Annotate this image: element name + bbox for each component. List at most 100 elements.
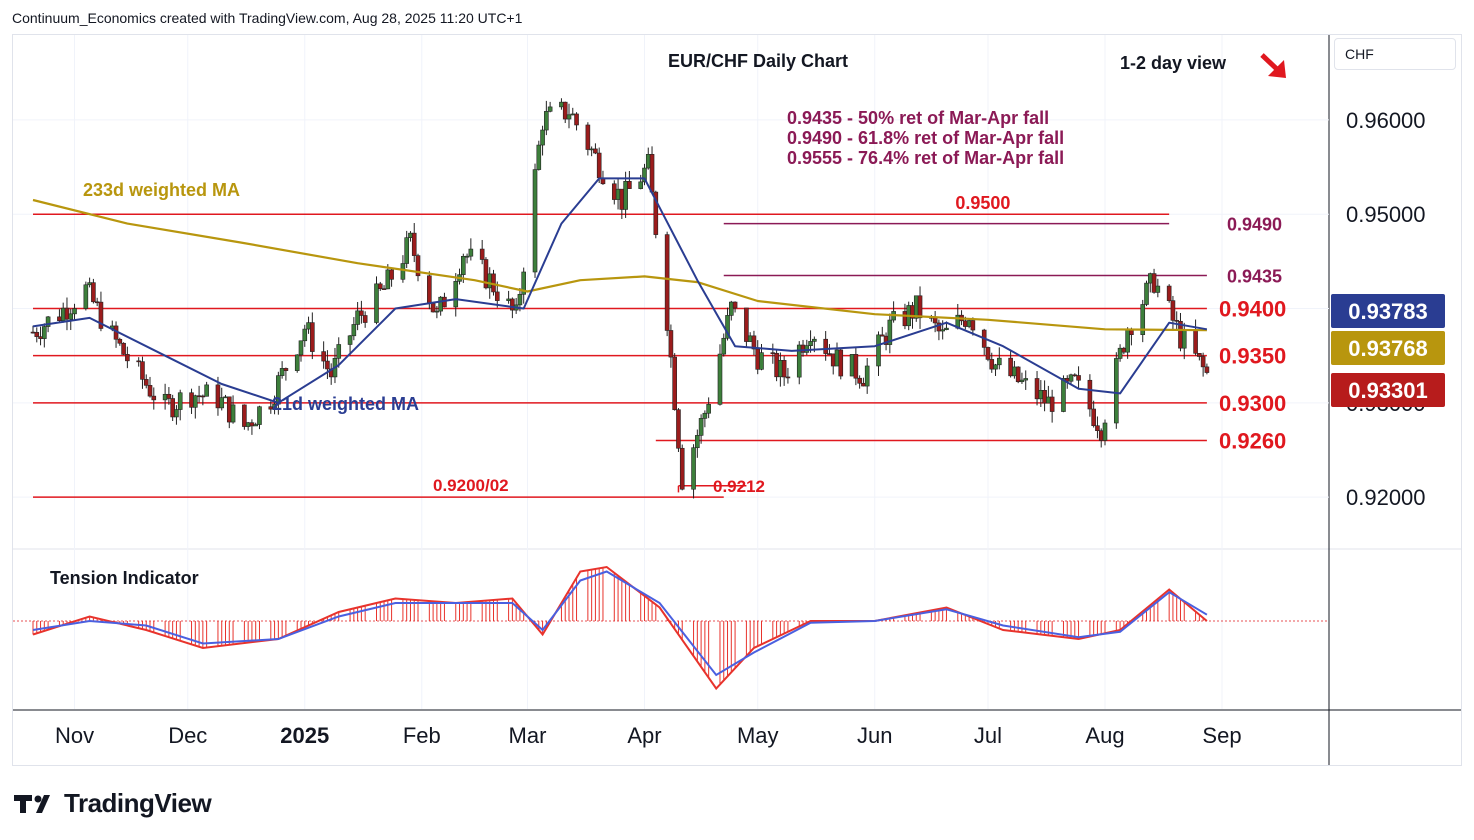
level-label-0.9212: 0.9212 — [713, 477, 765, 496]
candle-down — [936, 319, 942, 341]
candle-up — [521, 267, 526, 304]
candle-body — [627, 181, 632, 189]
tension-layer — [13, 565, 1329, 691]
candle-body — [230, 404, 236, 423]
candle-body — [668, 330, 674, 358]
candle-body — [302, 328, 308, 342]
candle-down — [989, 352, 995, 373]
tension-indicator-label: Tension Indicator — [50, 568, 199, 588]
chart-frame — [12, 34, 1462, 766]
candle-down — [853, 347, 859, 386]
axis-layer: 0.960000.950000.930000.920000.937830.937… — [55, 108, 1445, 748]
tradingview-logo[interactable]: TradingView — [14, 788, 212, 819]
candle-body — [42, 326, 47, 339]
candle-down — [917, 286, 923, 329]
candle-body — [830, 353, 836, 367]
candle-body — [1170, 300, 1176, 321]
candle-body — [166, 393, 172, 399]
candle-body — [1072, 374, 1078, 377]
candle-body — [34, 332, 40, 337]
price-label-ma_233: 0.93768 — [1348, 336, 1428, 361]
candle-down — [838, 347, 844, 380]
candle-body — [257, 406, 262, 425]
candle-up — [42, 323, 47, 348]
candle-up — [566, 103, 572, 129]
candle-body — [691, 447, 696, 490]
candle-body — [838, 349, 844, 377]
ma-layer — [32, 177, 1208, 404]
candle-up — [559, 98, 564, 110]
candle-up — [302, 324, 308, 347]
candle-body — [400, 263, 406, 280]
candle-body — [653, 191, 659, 235]
candle-down — [140, 356, 145, 389]
candle-down — [64, 297, 70, 331]
candle-body — [57, 316, 62, 322]
candle-down — [744, 307, 749, 347]
candle-up — [544, 100, 549, 136]
candle-body — [698, 418, 704, 436]
candle-down — [170, 394, 175, 422]
candle-body — [732, 301, 738, 309]
candle-body — [664, 234, 670, 331]
candle-up — [702, 410, 708, 428]
candle-up — [60, 302, 66, 323]
candle-body — [325, 360, 330, 370]
level-label-0.9350: 0.9350 — [1219, 344, 1286, 369]
candle-body — [487, 273, 493, 289]
candle-down — [125, 346, 130, 369]
candle-body — [729, 301, 734, 316]
candle-body — [196, 395, 202, 398]
candle-body — [434, 310, 440, 313]
candle-up — [698, 414, 704, 444]
candle-up — [834, 342, 840, 367]
candle-up — [1155, 278, 1161, 298]
candle-body — [98, 301, 104, 329]
candle-body — [72, 308, 77, 315]
candle-body — [453, 281, 459, 308]
candle-body — [642, 167, 647, 183]
candle-down — [649, 146, 655, 193]
candle-up — [536, 140, 542, 171]
candle-body — [411, 232, 417, 256]
candle-down — [611, 180, 617, 205]
candle-down — [585, 122, 591, 156]
candle-down — [1151, 268, 1157, 294]
candle-body — [87, 282, 92, 286]
candle-body — [574, 113, 579, 126]
candle-body — [294, 354, 300, 371]
candle-down — [664, 231, 670, 337]
candle-body — [536, 144, 542, 170]
candle-body — [721, 337, 727, 355]
candle-body — [1038, 390, 1044, 400]
candle-body — [1193, 329, 1198, 354]
candle-body — [770, 352, 776, 354]
candle-up — [355, 301, 360, 331]
candle-up — [513, 297, 519, 314]
candle-body — [272, 403, 277, 410]
candle-down — [491, 269, 496, 296]
fib-note-0: 0.9435 - 50% ret of Mar-Apr fall — [787, 108, 1049, 128]
candle-up — [796, 341, 802, 385]
candle-body — [310, 322, 315, 352]
level-label-0.9435: 0.9435 — [1227, 266, 1282, 286]
candle-down — [283, 367, 289, 381]
currency-box[interactable]: CHF — [1334, 38, 1456, 70]
candle-body — [1121, 347, 1127, 353]
candle-up — [245, 421, 251, 431]
candle-down — [755, 340, 761, 375]
candle-body — [215, 384, 221, 409]
price-label-ma_21: 0.93783 — [1348, 299, 1428, 324]
candle-down — [362, 311, 368, 328]
ma-233-label: 233d weighted MA — [83, 180, 240, 200]
candle-body — [638, 181, 644, 189]
candle-up — [468, 238, 474, 261]
candle-down — [676, 408, 681, 452]
x-tick-label: Mar — [509, 723, 547, 748]
candle-up — [638, 174, 644, 190]
candle-body — [532, 169, 538, 273]
candle-down — [117, 337, 123, 346]
candle-down — [879, 326, 885, 337]
candle-down — [325, 350, 330, 379]
